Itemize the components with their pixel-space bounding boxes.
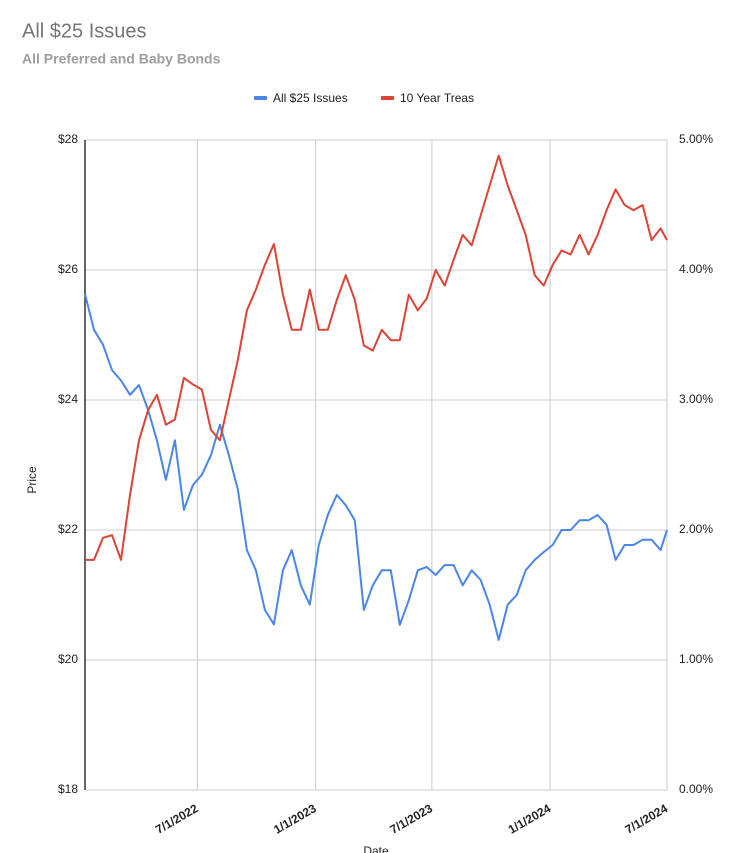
y-tick-label: $20: [58, 652, 78, 666]
y-axis-label: Price: [25, 466, 39, 494]
y-tick-label: $28: [58, 132, 78, 146]
x-tick-label: 1/1/2024: [506, 801, 554, 837]
y-tick-label: $22: [58, 522, 78, 536]
legend-label: All $25 Issues: [273, 91, 348, 105]
x-tick-label: 7/1/2022: [153, 801, 201, 837]
series-line: [84, 293, 668, 641]
y-tick-label: $18: [58, 782, 78, 796]
y-tick-label: $24: [58, 392, 78, 406]
legend-label: 10 Year Treas: [400, 91, 474, 105]
y2-tick-label: 0.00%: [679, 782, 713, 796]
x-tick-label: 1/1/2023: [271, 801, 319, 837]
chart-subtitle: All Preferred and Baby Bonds: [22, 51, 221, 67]
y2-tick-label: 3.00%: [679, 392, 713, 406]
x-tick-label: 7/1/2023: [388, 801, 436, 837]
series-line: [85, 154, 668, 561]
chart-title: All $25 Issues: [22, 20, 147, 42]
y2-tick-label: 5.00%: [679, 132, 713, 146]
legend-swatch: [254, 96, 267, 100]
x-tick-label: 7/1/2024: [623, 801, 671, 837]
y2-tick-label: 2.00%: [679, 522, 713, 536]
y-tick-label: $26: [58, 262, 78, 276]
y2-tick-label: 1.00%: [679, 652, 713, 666]
x-axis-label: Date: [363, 844, 389, 853]
legend-swatch: [381, 96, 394, 100]
y2-tick-label: 4.00%: [679, 262, 713, 276]
